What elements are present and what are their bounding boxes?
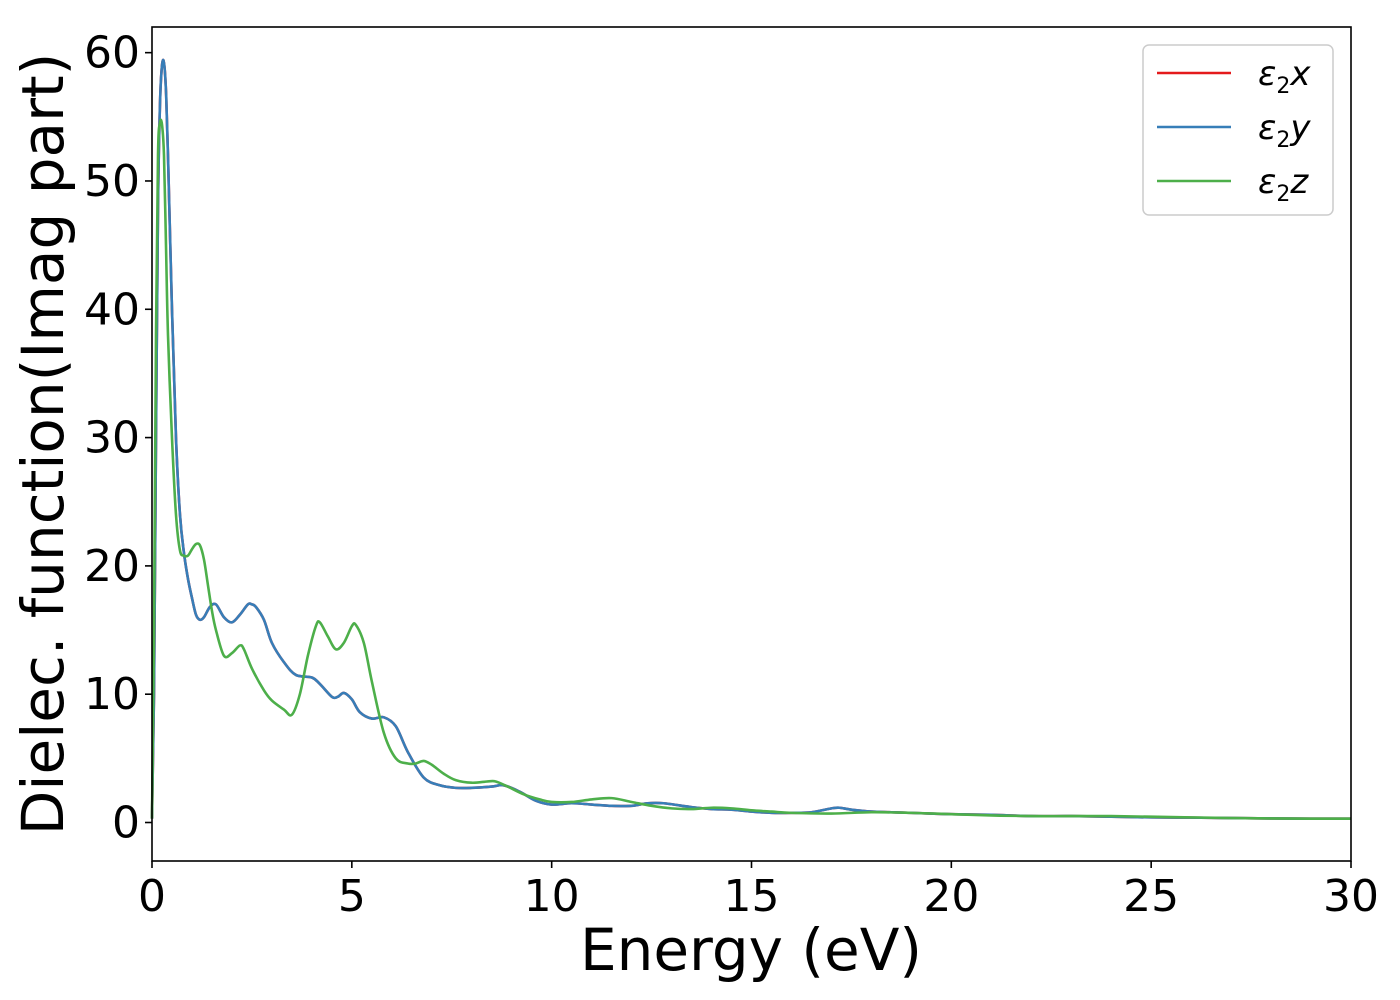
- x-tick-label: 15: [724, 871, 780, 922]
- y-tick-label: 10: [84, 669, 140, 720]
- legend-label-suffix: x: [1289, 54, 1311, 94]
- x-tick-label: 25: [1123, 871, 1179, 922]
- y-tick-label: 60: [84, 28, 140, 79]
- legend-label-suffix: z: [1289, 162, 1309, 202]
- legend-label-base: ε: [1258, 54, 1276, 94]
- legend-box: [1142, 44, 1334, 216]
- legend-label-subscript: 2: [1276, 182, 1290, 207]
- legend-label-base: ε: [1258, 108, 1276, 148]
- y-tick-label: 0: [112, 798, 140, 849]
- y-tick-label: 30: [84, 413, 140, 464]
- x-tick-label: 30: [1323, 871, 1379, 922]
- legend-label-subscript: 2: [1276, 128, 1290, 153]
- x-tick-label: 10: [524, 871, 580, 922]
- plot-frame: [151, 26, 1352, 862]
- series-line-y: [150, 58, 1352, 820]
- series-line-z: [150, 118, 1352, 820]
- legend-label-z: ε2z: [1258, 162, 1309, 207]
- x-axis-title: Energy (eV): [580, 916, 922, 984]
- legend-label-y: ε2y: [1258, 108, 1311, 153]
- y-tick-label: 40: [84, 284, 140, 335]
- legend-label-subscript: 2: [1276, 74, 1290, 99]
- y-axis-title: Dielec. function(Imag part): [9, 53, 77, 836]
- ticks-layer: 0 5 10 15 20 25 30 0 10 20 30 40 50 60: [84, 28, 1379, 922]
- y-tick-label: 20: [84, 541, 140, 592]
- x-tick-label: 20: [923, 871, 979, 922]
- legend-label-x: ε2x: [1258, 54, 1311, 99]
- legend-label-suffix: y: [1289, 108, 1311, 148]
- legend-label-base: ε: [1258, 162, 1276, 202]
- y-tick-label: 50: [84, 156, 140, 207]
- series-layer: [150, 58, 1352, 820]
- x-tick-label: 0: [138, 871, 166, 922]
- x-tick-label: 5: [338, 871, 366, 922]
